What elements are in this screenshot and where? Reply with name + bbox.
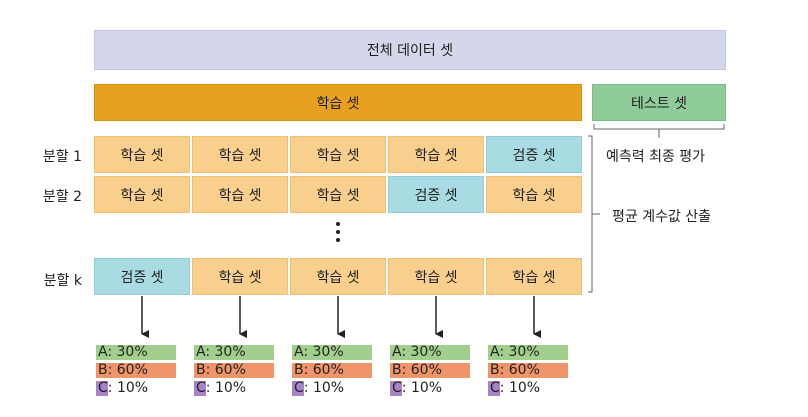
cell-label: 학습 셋 <box>316 269 360 286</box>
cell-label: 학습 셋 <box>120 147 164 164</box>
class-bar <box>390 363 470 378</box>
train-cell-r2-c1: 학습 셋 <box>94 176 190 213</box>
cell-label: 학습 셋 <box>414 269 458 286</box>
fold-bracket <box>588 135 593 293</box>
cell-label: 검증 셋 <box>414 187 458 204</box>
class-label: A: 30% <box>490 344 540 360</box>
train-cell-r1-c4: 학습 셋 <box>388 136 484 173</box>
class-line: C: 10% <box>96 380 186 397</box>
class-line: A: 30% <box>292 344 382 361</box>
class-bar <box>96 381 108 396</box>
train-set-bar: 학습 셋 <box>94 84 582 121</box>
class-label: B: 60% <box>196 362 246 378</box>
class-distribution-5: A: 30% B: 60% C: 10% <box>488 344 578 398</box>
class-label: A: 30% <box>196 344 246 360</box>
test-bracket <box>593 124 725 130</box>
fold-label-1: 분할 1 <box>42 149 82 165</box>
validation-cell-r1-c5: 검증 셋 <box>486 136 582 173</box>
class-label: A: 30% <box>392 344 442 360</box>
ellipsis-vertical <box>334 222 342 246</box>
class-line: A: 30% <box>488 344 578 361</box>
class-line: B: 60% <box>194 362 284 379</box>
class-label: A: 30% <box>98 344 148 360</box>
cell-label: 학습 셋 <box>316 187 360 204</box>
class-line: B: 60% <box>390 362 480 379</box>
train-cell-r3-c4: 학습 셋 <box>388 258 484 295</box>
class-bar <box>488 381 500 396</box>
validation-cell-r3-c1: 검증 셋 <box>94 258 190 295</box>
train-cell-r3-c3: 학습 셋 <box>290 258 386 295</box>
class-line: B: 60% <box>292 362 382 379</box>
class-label: B: 60% <box>490 362 540 378</box>
class-line: B: 60% <box>96 362 186 379</box>
class-distribution-4: A: 30% B: 60% C: 10% <box>390 344 480 398</box>
class-bar <box>292 363 372 378</box>
class-label: B: 60% <box>98 362 148 378</box>
class-label: C: 10% <box>294 380 345 396</box>
average-coefficient-note: 평균 계수값 산출 <box>612 209 712 225</box>
class-bar <box>488 345 568 360</box>
class-label: B: 60% <box>294 362 344 378</box>
class-bar <box>194 363 274 378</box>
class-line: C: 10% <box>390 380 480 397</box>
full-dataset-label: 전체 데이터 셋 <box>366 43 454 59</box>
cell-label: 학습 셋 <box>512 269 556 286</box>
class-bar <box>390 381 402 396</box>
validation-cell-r2-c4: 검증 셋 <box>388 176 484 213</box>
train-cell-r2-c5: 학습 셋 <box>486 176 582 213</box>
fold-label-k: 분할 k <box>43 273 82 289</box>
cell-label: 학습 셋 <box>414 147 458 164</box>
class-line: A: 30% <box>390 344 480 361</box>
cell-label: 학습 셋 <box>218 187 262 204</box>
class-distribution-1: A: 30% B: 60% C: 10% <box>96 344 186 398</box>
class-label: A: 30% <box>294 344 344 360</box>
class-bar <box>194 381 206 396</box>
train-set-label: 학습 셋 <box>316 95 360 112</box>
full-dataset-bar: 전체 데이터 셋 <box>94 30 726 70</box>
class-bar <box>390 345 470 360</box>
class-line: C: 10% <box>488 380 578 397</box>
class-bar <box>194 345 274 360</box>
class-distribution-3: A: 30% B: 60% C: 10% <box>292 344 382 398</box>
cell-label: 검증 셋 <box>120 269 164 286</box>
down-arrows <box>141 296 541 338</box>
cell-label: 학습 셋 <box>218 147 262 164</box>
final-evaluation-note: 예측력 최종 평가 <box>606 149 706 165</box>
train-cell-r1-c3: 학습 셋 <box>290 136 386 173</box>
cell-label: 학습 셋 <box>512 187 556 204</box>
class-line: C: 10% <box>292 380 382 397</box>
class-label: C: 10% <box>392 380 443 396</box>
class-label: B: 60% <box>392 362 442 378</box>
class-line: B: 60% <box>488 362 578 379</box>
class-bar <box>488 363 568 378</box>
class-line: A: 30% <box>96 344 186 361</box>
train-cell-r1-c1: 학습 셋 <box>94 136 190 173</box>
train-cell-r3-c2: 학습 셋 <box>192 258 288 295</box>
test-set-label: 테스트 셋 <box>631 95 687 112</box>
class-bar <box>96 345 176 360</box>
cell-label: 학습 셋 <box>120 187 164 204</box>
cell-label: 학습 셋 <box>218 269 262 286</box>
class-label: C: 10% <box>196 380 247 396</box>
fold-label-2: 분할 2 <box>42 189 82 205</box>
test-set-bar: 테스트 셋 <box>592 84 726 121</box>
class-distribution-2: A: 30% B: 60% C: 10% <box>194 344 284 398</box>
class-line: A: 30% <box>194 344 284 361</box>
class-line: C: 10% <box>194 380 284 397</box>
class-label: C: 10% <box>490 380 541 396</box>
train-cell-r1-c2: 학습 셋 <box>192 136 288 173</box>
class-bar <box>96 363 176 378</box>
train-cell-r2-c3: 학습 셋 <box>290 176 386 213</box>
class-label: C: 10% <box>98 380 149 396</box>
cell-label: 학습 셋 <box>316 147 360 164</box>
class-bar <box>292 345 372 360</box>
train-cell-r3-c5: 학습 셋 <box>486 258 582 295</box>
cell-label: 검증 셋 <box>512 147 556 164</box>
class-bar <box>292 381 304 396</box>
train-cell-r2-c2: 학습 셋 <box>192 176 288 213</box>
